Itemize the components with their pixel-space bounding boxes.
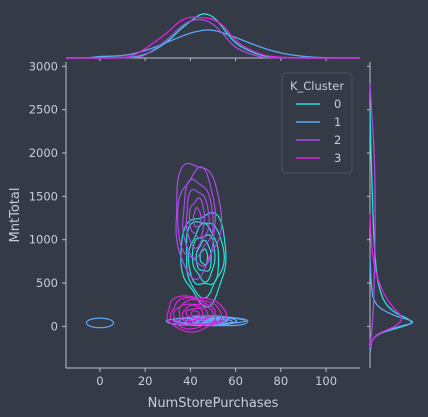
- contour-cluster-2: [193, 208, 201, 227]
- y-tick-label: 2500: [29, 103, 58, 117]
- x-tick-label: 80: [274, 374, 289, 388]
- y-tick-label: 500: [36, 276, 58, 290]
- x-axis-title: NumStorePurchases: [148, 396, 279, 411]
- y-axis-title: MntTotal: [8, 188, 23, 243]
- x-tick-label: 100: [315, 374, 337, 388]
- contour-cluster-1-outlier: [86, 318, 113, 328]
- y-tick-label: 1000: [29, 233, 58, 247]
- marginal-x-kde-cluster-1: [66, 30, 360, 58]
- legend-label-3: 3: [334, 151, 341, 165]
- x-tick-label: 40: [183, 374, 198, 388]
- y-tick-label: 2000: [29, 146, 58, 160]
- x-tick-label: 20: [138, 374, 153, 388]
- x-tick-label: 0: [96, 374, 103, 388]
- marginal-x-kde-cluster-0: [66, 14, 360, 58]
- y-tick-label: 1500: [29, 189, 58, 203]
- legend-label-2: 2: [334, 133, 341, 147]
- y-tick-label: 3000: [29, 59, 58, 73]
- y-tick-label: 0: [51, 319, 58, 333]
- marginal-x-kde-cluster-3: [66, 17, 360, 58]
- x-tick-label: 60: [228, 374, 243, 388]
- legend-title: K_Cluster: [290, 79, 344, 93]
- legend-label-0: 0: [334, 97, 341, 111]
- legend-label-1: 1: [334, 115, 341, 129]
- contour-cluster-3: [167, 296, 227, 332]
- contour-cluster-3: [191, 311, 200, 316]
- marginal-x-kde-cluster-2: [66, 19, 360, 58]
- marginal-y-kde-cluster-0: [370, 110, 411, 353]
